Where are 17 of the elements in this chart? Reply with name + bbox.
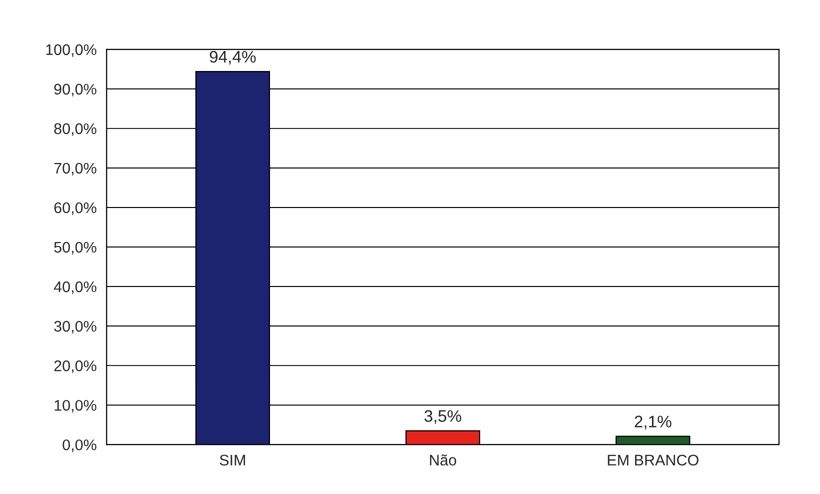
y-tick-label: 10,0% — [54, 400, 96, 413]
y-tick-label: 80,0% — [54, 123, 96, 136]
y-tick-label: 0,0% — [62, 439, 96, 452]
y-tick-label: 70,0% — [54, 162, 96, 176]
y-tick-label: 40,0% — [54, 281, 96, 294]
x-tick-label: SIM — [220, 454, 245, 466]
x-tick-label: Não — [430, 454, 456, 466]
y-tick-label: 50,0% — [54, 242, 96, 254]
y-tick-label: 30,0% — [54, 320, 96, 334]
y-tick-label: 60,0% — [54, 202, 96, 215]
y-tick-label: 20,0% — [54, 360, 96, 374]
x-tick-label: EM BRANCO — [608, 454, 698, 466]
y-tick-label: 90,0% — [54, 84, 96, 96]
data-label: 2,1% — [634, 416, 672, 430]
data-label: 94,4% — [210, 50, 256, 65]
y-tick-label: 100,0% — [46, 44, 96, 57]
data-label: 3,5% — [424, 410, 462, 424]
